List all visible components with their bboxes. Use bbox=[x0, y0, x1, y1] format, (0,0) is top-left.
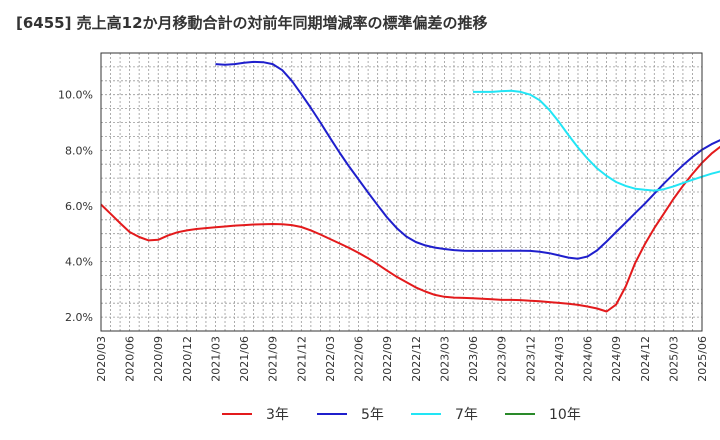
x-tick-label: 2021/03 bbox=[209, 336, 222, 382]
y-tick-label: 6.0% bbox=[65, 200, 93, 213]
x-tick-label: 2020/09 bbox=[152, 336, 165, 382]
y-tick-label: 8.0% bbox=[65, 144, 93, 157]
x-tick-label: 2020/12 bbox=[181, 336, 194, 382]
chart-title: [6455] 売上高12か月移動合計の対前年同期増減率の標準偏差の推移 bbox=[16, 14, 488, 32]
y-axis-ticks: 2.0% 4.0% 6.0% 8.0% 10.0% bbox=[58, 89, 93, 324]
x-tick-label: 2023/06 bbox=[467, 336, 480, 382]
x-tick-label: 2024/09 bbox=[610, 336, 623, 382]
series-layer bbox=[100, 60, 720, 313]
x-tick-label: 2022/09 bbox=[381, 336, 394, 382]
series-line-7年 bbox=[473, 89, 720, 192]
legend-label: 3年 bbox=[266, 407, 289, 423]
x-axis-ticks: 2020/03 2020/06 2020/09 2020/12 2021/03 2021/… bbox=[95, 336, 709, 382]
x-tick-label: 2023/03 bbox=[438, 336, 451, 382]
x-tick-label: 2022/12 bbox=[410, 336, 423, 382]
x-tick-label: 2020/03 bbox=[95, 336, 108, 382]
x-tick-label: 2022/03 bbox=[324, 336, 337, 382]
x-tick-label: 2022/06 bbox=[353, 336, 366, 382]
x-tick-label: 2025/06 bbox=[696, 336, 709, 382]
x-tick-label: 2023/09 bbox=[496, 336, 509, 382]
x-tick-label: 2021/06 bbox=[238, 336, 251, 382]
x-tick-label: 2024/06 bbox=[582, 336, 595, 382]
legend-label: 5年 bbox=[361, 407, 384, 423]
y-tick-label: 2.0% bbox=[65, 311, 93, 324]
x-tick-label: 2021/09 bbox=[267, 336, 280, 382]
series-line-3年 bbox=[100, 145, 720, 313]
grid-layer bbox=[100, 52, 703, 332]
series-line-5年 bbox=[215, 60, 720, 260]
y-tick-label: 10.0% bbox=[58, 89, 93, 102]
x-tick-label: 2023/12 bbox=[524, 336, 537, 382]
legend-label: 7年 bbox=[455, 407, 478, 423]
legend-label: 10年 bbox=[549, 407, 581, 423]
x-tick-label: 2024/03 bbox=[553, 336, 566, 382]
x-tick-label: 2021/12 bbox=[295, 336, 308, 382]
x-tick-label: 2020/06 bbox=[124, 336, 137, 382]
plot-frame bbox=[100, 52, 703, 332]
x-tick-label: 2024/12 bbox=[639, 336, 652, 382]
y-tick-label: 4.0% bbox=[65, 256, 93, 269]
legend: 3年 5年 7年 10年 bbox=[222, 407, 581, 423]
x-tick-label: 2025/03 bbox=[667, 336, 680, 382]
